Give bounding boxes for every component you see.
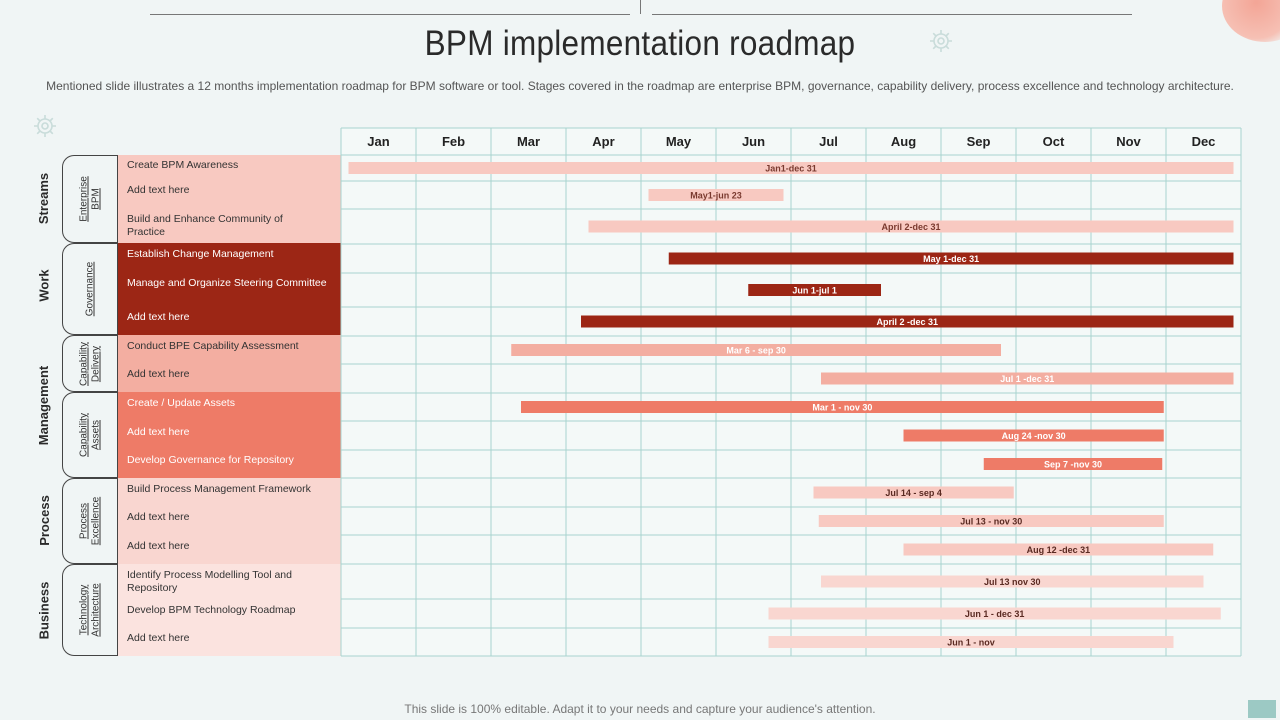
group-label-process-excellence: Process Excellence	[62, 478, 118, 564]
footer-note: This slide is 100% editable. Adapt it to…	[404, 702, 876, 716]
month-label-feb: Feb	[442, 134, 465, 149]
gantt-bar-label: Jun 1 - nov	[947, 637, 995, 647]
task-label: Add text here	[127, 310, 190, 323]
task-label: Develop BPM Technology Roadmap	[127, 603, 296, 616]
task-label: Add text here	[127, 183, 190, 196]
month-label-sep: Sep	[967, 134, 991, 149]
task-label: Add text here	[127, 539, 190, 552]
top-rule-right	[652, 14, 1132, 15]
top-rule-tick	[640, 0, 641, 14]
group-label-technology-architecture: Technology Architecture	[62, 564, 118, 656]
gantt-bar	[581, 315, 1234, 328]
gantt-bar	[588, 220, 1234, 233]
task-label: Conduct BPE Capability Assessment	[127, 339, 299, 352]
gantt-bar-label: Jun 1 - dec 31	[965, 609, 1025, 619]
page-title: BPM implementation roadmap	[424, 24, 856, 63]
month-label-apr: Apr	[592, 134, 614, 149]
month-label-nov: Nov	[1116, 134, 1141, 149]
gear-icon	[930, 30, 952, 52]
gantt-bar-label: Sep 7 -nov 30	[1044, 459, 1102, 469]
gantt-bar	[813, 486, 1014, 499]
task-label: Establish Change Management	[127, 247, 274, 260]
corner-accent	[1248, 700, 1276, 718]
gantt-bar	[818, 515, 1164, 527]
gantt-bar-label: May1-jun 23	[690, 190, 742, 200]
task-label: Identify Process Modelling Tool and Repo…	[127, 569, 292, 594]
gantt-bar-label: Jun 1-jul 1	[792, 285, 837, 295]
month-label-oct: Oct	[1043, 134, 1065, 149]
group-block-process-excellence	[118, 478, 341, 564]
month-label-jul: Jul	[819, 134, 838, 149]
group-block-capability-assets	[118, 392, 341, 478]
gantt-bar	[648, 189, 784, 201]
month-label-jan: Jan	[367, 134, 389, 149]
top-rule-left	[150, 14, 630, 15]
gantt-bar	[511, 344, 1001, 356]
gantt-bar-label: Jul 1 -dec 31	[1000, 374, 1054, 384]
task-label: Create / Update Assets	[127, 396, 235, 409]
group-label-enterprise-bpm: Enterprise BPM	[62, 155, 118, 243]
page-subtitle: Mentioned slide illustrates a 12 months …	[46, 79, 1234, 93]
gantt-bar-label: May 1-dec 31	[923, 254, 979, 264]
gantt-bar-label: Jan1-dec 31	[765, 163, 817, 173]
gantt-bar-label: Jul 13 - nov 30	[960, 516, 1022, 526]
month-label-dec: Dec	[1192, 134, 1216, 149]
gantt-bar-label: Jul 14 - sep 4	[885, 488, 942, 498]
task-label: Add text here	[127, 510, 190, 523]
gantt-bar	[821, 372, 1234, 385]
task-label: Create BPM Awareness	[127, 158, 239, 171]
month-label-aug: Aug	[891, 134, 916, 149]
gantt-bar-label: Jul 13 nov 30	[984, 577, 1041, 587]
gantt-bar-label: Aug 12 -dec 31	[1027, 545, 1091, 555]
task-label: Add text here	[127, 631, 190, 644]
gantt-bar	[768, 636, 1174, 648]
gantt-bar-label: April 2 -dec 31	[876, 317, 938, 327]
month-label-jun: Jun	[742, 134, 765, 149]
gantt-bar-label: Aug 24 -nov 30	[1002, 431, 1066, 441]
task-label: Add text here	[127, 425, 190, 438]
task-label: Build Process Management Framework	[127, 482, 311, 495]
task-label: Manage and Organize Steering Committee	[127, 276, 327, 289]
group-block-governance	[118, 243, 341, 335]
group-label-capability-delivery: Capability Delivery	[62, 335, 118, 392]
group-block-technology-architecture	[118, 564, 341, 656]
group-label-capability-assets: Capability Assets	[62, 392, 118, 478]
task-label: Develop Governance for Repository	[127, 453, 294, 466]
gantt-bar	[668, 252, 1234, 265]
group-label-governance: Governance	[62, 243, 118, 335]
month-label-mar: Mar	[517, 134, 540, 149]
gantt-bar	[903, 543, 1214, 556]
gantt-bar	[348, 162, 1234, 174]
task-label: Add text here	[127, 367, 190, 380]
gantt-bar-label: Mar 6 - sep 30	[726, 345, 786, 355]
gantt-bar-label: Mar 1 - nov 30	[812, 402, 872, 412]
gantt-bar	[768, 607, 1221, 620]
gantt-bar	[983, 458, 1163, 470]
month-label-may: May	[666, 134, 692, 149]
gantt-bar	[521, 401, 1164, 413]
group-block-enterprise-bpm	[118, 155, 341, 243]
gantt-bar	[903, 429, 1164, 442]
group-divider	[117, 155, 118, 656]
task-label: Build and Enhance Community of Practice	[127, 213, 283, 238]
gear-icon	[34, 115, 56, 137]
gantt-bar	[821, 575, 1204, 588]
group-block-capability-delivery	[118, 335, 341, 392]
gantt-bar	[748, 284, 881, 296]
gantt-bar-label: April 2-dec 31	[881, 222, 940, 232]
